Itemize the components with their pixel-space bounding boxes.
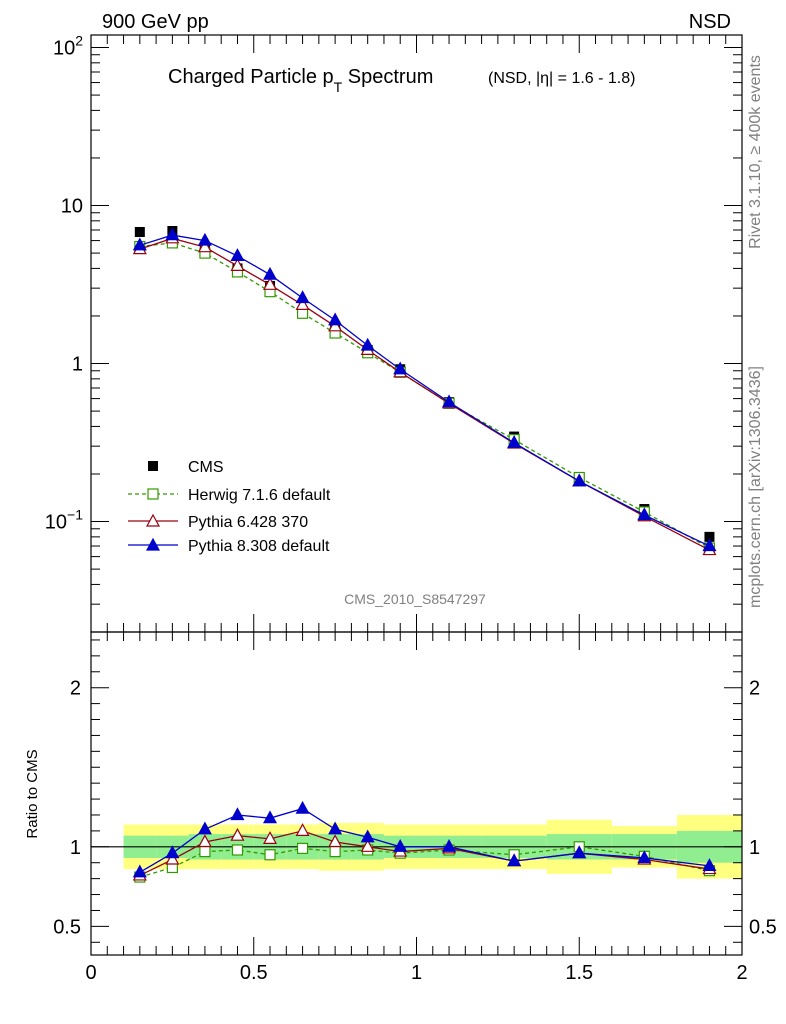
legend-item-herwig: Herwig 7.1.6 default	[128, 487, 331, 504]
ratio-point-pythia6	[360, 839, 375, 852]
ratio-point-pythia8	[637, 850, 652, 864]
analysis-id: CMS_2010_S8547297	[344, 591, 486, 607]
ratio-ytick-label-right: 0.5	[749, 916, 777, 938]
ratio-point-pythia8	[572, 845, 587, 859]
main-axis-ticks: 10−1 1 10 102	[45, 33, 743, 633]
ratio-ylabel: Ratio to CMS	[24, 749, 41, 838]
main-point-pythia8	[197, 232, 212, 246]
main-point-pythia6	[230, 258, 245, 271]
main-point-pythia8	[165, 227, 180, 241]
ratio-point-pythia8	[360, 829, 375, 843]
rivet-version-label: Rivet 3.1.10, ≥ 400k events	[747, 55, 764, 249]
main-series	[132, 225, 717, 556]
legend-label-cms: CMS	[188, 459, 224, 476]
legend-item-pythia8: Pythia 8.308 default	[128, 537, 330, 555]
ratio-series-pythia8	[132, 800, 717, 878]
main-ytick-label: 10−1	[45, 507, 83, 534]
ratio-point-pythia8	[165, 845, 180, 859]
main-series-pythia8	[132, 227, 717, 552]
main-point-pythia8	[637, 507, 652, 521]
ratio-point-pythia6	[197, 834, 212, 848]
main-ytick-label: 102	[53, 33, 83, 60]
legend-label-herwig: Herwig 7.1.6 default	[188, 487, 331, 504]
ratio-series	[132, 800, 717, 883]
ratio-point-pythia6	[165, 851, 180, 865]
header-process-label: NSD	[689, 11, 731, 33]
ratio-point-pythia8	[132, 864, 147, 878]
ratio-ytick-label: 2	[70, 678, 81, 700]
ratio-point-pythia8	[702, 858, 717, 871]
xtick-label: 1.5	[565, 962, 593, 984]
ratio-point-pythia8	[393, 839, 408, 852]
main-point-pythia8	[507, 435, 522, 448]
ratio-point-pythia8	[230, 807, 245, 821]
ratio-point-pythia6	[295, 823, 310, 836]
main-point-pythia8	[230, 248, 245, 261]
ratio-ytick-label: 0.5	[53, 916, 81, 938]
main-point-pythia8	[702, 538, 717, 552]
ratio-point-herwig	[199, 845, 211, 858]
header-collision-label: 900 GeV pp	[102, 11, 209, 33]
xtick-label: 1	[411, 962, 422, 984]
main-point-pythia8	[295, 290, 310, 304]
ratio-point-pythia8	[295, 800, 310, 814]
ratio-point-pythia8	[197, 821, 212, 835]
ratio-line-herwig	[139, 846, 710, 878]
main-point-pythia6	[197, 239, 212, 253]
legend: CMS Herwig 7.1.6 default Pythia 6.428 37…	[128, 459, 331, 555]
ratio-point-pythia8	[507, 853, 522, 867]
ratio-point-pythia6	[230, 827, 245, 841]
main-point-cms	[134, 226, 145, 237]
svg-text:Charged Particle pT Spectrum: Charged Particle pT Spectrum	[168, 66, 433, 95]
main-point-pythia8	[132, 237, 147, 251]
legend-item-pythia6: Pythia 6.428 370	[128, 513, 308, 531]
main-point-pythia8	[360, 337, 375, 351]
ratio-point-herwig	[296, 842, 309, 854]
ratio-ytick-label-right: 1	[749, 837, 760, 859]
ratio-ytick-label: 1	[70, 837, 81, 859]
legend-item-cms: CMS	[148, 459, 224, 476]
main-ytick-label: 1	[72, 354, 83, 376]
title-suffix: (NSD, |η| = 1.6 - 1.8)	[488, 70, 635, 87]
main-point-pythia8	[442, 394, 457, 408]
title-main-2: Spectrum	[342, 66, 433, 88]
ratio-point-herwig	[329, 845, 341, 858]
main-point-pythia6	[263, 277, 278, 290]
xtick-label: 2	[736, 962, 747, 984]
main-point-pythia8	[572, 473, 587, 487]
ratio-uncertainty-bands	[91, 814, 742, 879]
ratio-point-pythia6	[263, 831, 278, 844]
main-ytick-label: 10	[61, 196, 83, 218]
mcplots-label: mcplots.cern.ch [arXiv:1306.3436]	[747, 366, 764, 608]
legend-label-pythia6: Pythia 6.428 370	[188, 514, 308, 531]
ratio-axis-ticks: 0.5 0.5 1 1 2 2 0 0.5 1 1.5 2	[53, 632, 777, 984]
main-point-pythia6	[295, 297, 310, 311]
ratio-point-pythia8	[442, 839, 457, 852]
ratio-point-pythia6	[328, 834, 343, 848]
main-point-pythia8	[328, 312, 343, 326]
title-main: Charged Particle p	[168, 66, 334, 88]
ratio-line-pythia8	[139, 807, 710, 873]
xtick-label: 0.5	[240, 962, 268, 984]
plot-title: Charged Particle pT Spectrum (NSD, |η| =…	[168, 66, 635, 95]
main-point-pythia6	[328, 318, 343, 332]
ratio-point-pythia8	[328, 821, 343, 835]
ratio-ytick-label-right: 2	[749, 678, 760, 700]
ratio-point-pythia8	[263, 810, 278, 824]
ratio-plot-frame	[90, 631, 743, 956]
xtick-label: 0	[85, 962, 96, 984]
ratio-point-herwig	[231, 844, 244, 856]
ratio-point-herwig	[264, 849, 276, 861]
legend-label-pythia8: Pythia 8.308 default	[188, 538, 330, 555]
main-point-pythia8	[263, 266, 278, 280]
main-point-pythia8	[393, 361, 408, 375]
main-point-cms	[704, 531, 715, 542]
title-subscript: T	[334, 79, 343, 95]
